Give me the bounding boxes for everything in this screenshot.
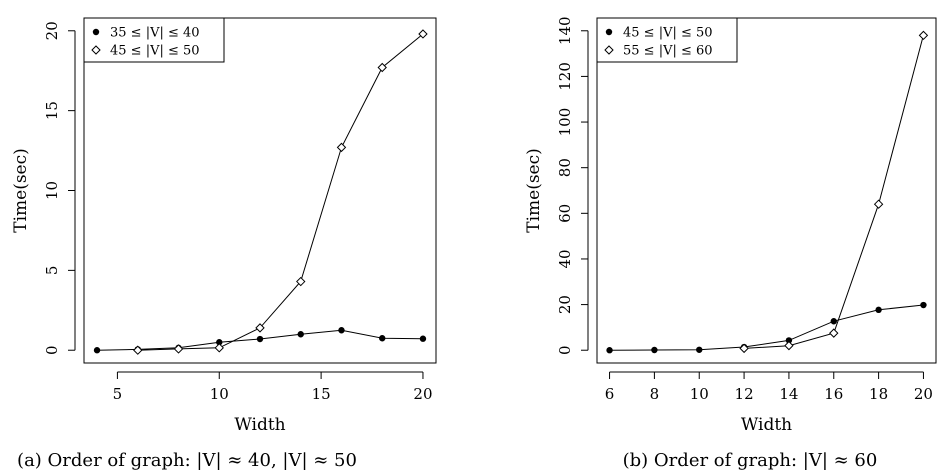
series-line-a-2	[137, 33, 424, 351]
y-tick-label-a: 5	[43, 266, 61, 276]
data-point-b-2	[784, 340, 794, 351]
series-line-b-2	[744, 35, 924, 349]
legend-marker-b-1	[605, 28, 613, 36]
data-point-b-2	[873, 199, 884, 209]
data-point-a-2	[377, 62, 387, 73]
data-point-a-1	[419, 335, 427, 342]
y-tick-label-b: 60	[556, 204, 574, 223]
x-tick-label-a: 5	[113, 385, 123, 403]
data-point-a-2	[418, 29, 428, 39]
data-point-a-1	[379, 335, 386, 342]
legend-label-b-1: 45 ≤ |V| ≤ 50	[623, 26, 713, 41]
data-point-b-2	[829, 328, 839, 338]
data-point-a-1	[216, 339, 223, 346]
legend-marker-a-2	[91, 45, 101, 55]
x-tick-label-b: 8	[650, 385, 660, 403]
y-tick-label-a: 15	[43, 101, 61, 120]
x-tick-label-b: 10	[690, 385, 709, 403]
y-tick-label-b: 140	[556, 16, 574, 45]
y-tick-label-b: 80	[556, 158, 574, 177]
x-tick-label-b: 16	[824, 385, 843, 403]
y-axis-title-a: Time(sec)	[11, 148, 31, 233]
x-tick-label-b: 18	[869, 385, 888, 403]
y-tick-label-b: 100	[556, 108, 574, 137]
legend-box-b	[596, 17, 738, 63]
data-point-a-2	[296, 276, 306, 287]
x-tick-label-b: 12	[735, 385, 754, 403]
data-point-b-1	[785, 337, 793, 344]
x-tick-label-a: 15	[312, 385, 331, 403]
data-point-b-1	[606, 347, 613, 354]
legend-marker-a-1	[92, 28, 100, 36]
data-point-b-1	[875, 306, 882, 314]
legend-marker-b-2	[604, 45, 614, 55]
plot-frame-a	[83, 17, 437, 364]
y-tick-label-a: 0	[43, 345, 61, 355]
x-axis-title-a: Width	[234, 415, 285, 435]
legend-label-a-1: 35 ≤ |V| ≤ 40	[110, 26, 200, 41]
data-point-a-2	[214, 343, 224, 353]
y-axis-title-b: Time(sec)	[524, 148, 544, 233]
data-point-b-1	[696, 346, 703, 353]
data-point-a-2	[255, 323, 265, 333]
y-tick-label-b: 40	[556, 249, 574, 268]
data-point-a-1	[93, 347, 101, 354]
x-tick-label-b: 6	[605, 385, 615, 403]
y-tick-label-a: 10	[43, 181, 61, 200]
data-point-a-1	[256, 335, 264, 343]
data-point-b-1	[920, 301, 927, 309]
x-tick-label-a: 20	[413, 385, 432, 403]
y-tick-label-b: 0	[556, 345, 574, 355]
caption-b: (b) Order of graph: |V| ≈ 60	[623, 450, 878, 471]
legend-label-b-2: 55 ≤ |V| ≤ 60	[623, 44, 713, 59]
data-point-b-1	[830, 318, 837, 325]
data-point-a-2	[173, 344, 184, 354]
legend-box-a	[83, 17, 225, 63]
y-tick-label-b: 20	[556, 295, 574, 314]
x-tick-label-b: 14	[779, 385, 798, 403]
data-point-a-2	[133, 345, 143, 355]
legend-label-a-2: 45 ≤ |V| ≤ 50	[110, 44, 200, 59]
data-point-a-1	[338, 327, 345, 334]
data-point-b-1	[651, 346, 658, 354]
y-tick-label-a: 20	[43, 21, 61, 40]
series-line-b-1	[609, 304, 924, 351]
y-tick-label-b: 120	[556, 62, 574, 91]
x-tick-label-b: 20	[914, 385, 933, 403]
data-point-b-2	[739, 343, 749, 354]
data-point-a-1	[297, 331, 304, 338]
x-tick-label-a: 10	[210, 385, 229, 403]
x-axis-title-b: Width	[741, 415, 792, 435]
data-point-b-2	[918, 30, 929, 41]
data-point-a-2	[336, 142, 347, 153]
caption-a: (a) Order of graph: |V| ≈ 40, |V| ≈ 50	[17, 450, 357, 471]
plot-frame-b	[596, 17, 937, 364]
